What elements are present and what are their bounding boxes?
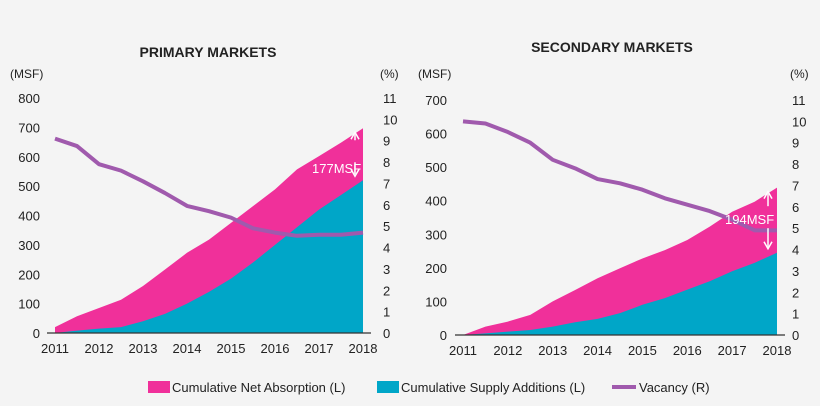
legend-item: Cumulative Net Absorption (L) xyxy=(148,380,345,395)
x-axis-tick: 2012 xyxy=(493,343,522,358)
x-axis-tick: 2018 xyxy=(763,343,792,358)
x-axis-tick: 2018 xyxy=(349,341,378,356)
left-axis-tick: 600 xyxy=(18,150,40,165)
right-axis-tick: 3 xyxy=(792,264,799,279)
left-axis-tick: 700 xyxy=(425,93,447,108)
gap-annotation: 177MSF xyxy=(312,161,361,176)
x-axis-tick: 2016 xyxy=(673,343,702,358)
supply-additions-area xyxy=(463,252,777,335)
x-axis-tick: 2012 xyxy=(85,341,114,356)
left-axis-tick: 500 xyxy=(425,160,447,175)
legend: Cumulative Net Absorption (L) Cumulative … xyxy=(148,380,710,395)
left-axis-unit: (MSF) xyxy=(10,67,43,81)
left-axis-tick: 200 xyxy=(18,267,40,282)
x-axis-tick: 2014 xyxy=(583,343,612,358)
arrowhead-up-icon xyxy=(350,130,360,140)
gap-annotation: 194MSF xyxy=(725,212,774,227)
secondary-markets-chart: SECONDARY MARKETS(MSF) (%)010020030040050… xyxy=(418,39,809,358)
x-axis-tick: 2013 xyxy=(129,341,158,356)
left-axis-tick: 600 xyxy=(425,127,447,142)
left-axis-tick: 0 xyxy=(33,326,40,341)
chart-title: PRIMARY MARKETS xyxy=(140,44,277,60)
left-axis-tick: 500 xyxy=(18,179,40,194)
right-axis-tick: 9 xyxy=(792,136,799,151)
x-axis-tick: 2014 xyxy=(173,341,202,356)
right-axis-tick: 1 xyxy=(792,307,799,322)
right-axis-tick: 3 xyxy=(383,262,390,277)
vacancy-line xyxy=(462,119,777,233)
right-axis-tick: 6 xyxy=(383,198,390,213)
x-axis-tick: 2015 xyxy=(628,343,657,358)
arrowhead-down-icon xyxy=(350,168,360,178)
right-axis-tick: 0 xyxy=(383,326,390,341)
x-axis-tick: 2013 xyxy=(538,343,567,358)
right-axis-tick: 11 xyxy=(383,91,397,106)
legend-swatch xyxy=(148,381,170,393)
legend-label: Cumulative Net Absorption (L) xyxy=(172,380,345,395)
left-axis-tick: 300 xyxy=(425,227,447,242)
right-axis-unit: (%) xyxy=(380,67,399,81)
left-axis-tick: 300 xyxy=(18,238,40,253)
right-axis-tick: 10 xyxy=(792,114,806,129)
right-axis-tick: 11 xyxy=(792,93,806,108)
primary-markets-chart: PRIMARY MARKETS(MSF) (%)01002003004005006… xyxy=(10,44,399,356)
supply-additions-area xyxy=(55,180,363,333)
right-axis-tick: 1 xyxy=(383,305,390,320)
right-axis-tick: 7 xyxy=(383,176,390,191)
right-axis-tick: 2 xyxy=(383,283,390,298)
right-axis-tick: 4 xyxy=(792,243,799,258)
legend-label: Cumulative Supply Additions (L) xyxy=(401,380,585,395)
left-axis-unit: (MSF) xyxy=(418,67,451,81)
right-axis-tick: 8 xyxy=(383,155,390,170)
x-axis-tick: 2011 xyxy=(41,341,69,356)
vacancy-line xyxy=(54,136,364,238)
right-axis-tick: 9 xyxy=(383,134,390,149)
right-axis-tick: 4 xyxy=(383,241,390,256)
right-axis-tick: 0 xyxy=(792,328,799,343)
left-axis-tick: 400 xyxy=(425,194,447,209)
x-axis-tick: 2017 xyxy=(718,343,747,358)
right-axis-tick: 2 xyxy=(792,285,799,300)
x-axis-tick: 2016 xyxy=(261,341,290,356)
right-axis-tick: 6 xyxy=(792,200,799,215)
right-axis-tick: 5 xyxy=(792,221,799,236)
right-axis-tick: 10 xyxy=(383,112,397,127)
legend-label: Vacancy (R) xyxy=(639,380,710,395)
right-axis-tick: 7 xyxy=(792,178,799,193)
arrowhead-up-icon xyxy=(763,190,773,199)
legend-swatch xyxy=(377,381,399,393)
left-axis-tick: 100 xyxy=(425,294,447,309)
legend-item: Cumulative Supply Additions (L) xyxy=(377,380,585,395)
left-axis-tick: 700 xyxy=(18,120,40,135)
left-axis-tick: 0 xyxy=(440,328,447,343)
right-axis-unit: (%) xyxy=(790,67,809,81)
x-axis-tick: 2011 xyxy=(449,343,477,358)
right-axis-tick: 8 xyxy=(792,157,799,172)
chart-title: SECONDARY MARKETS xyxy=(531,39,693,55)
legend-item: Vacancy (R) xyxy=(612,380,710,395)
right-axis-tick: 5 xyxy=(383,219,390,234)
left-axis-tick: 100 xyxy=(18,297,40,312)
x-axis-tick: 2015 xyxy=(217,341,246,356)
left-axis-tick: 800 xyxy=(18,91,40,106)
arrowhead-down-icon xyxy=(763,241,773,251)
x-axis-tick: 2017 xyxy=(305,341,334,356)
left-axis-tick: 400 xyxy=(18,209,40,224)
left-axis-tick: 200 xyxy=(425,261,447,276)
